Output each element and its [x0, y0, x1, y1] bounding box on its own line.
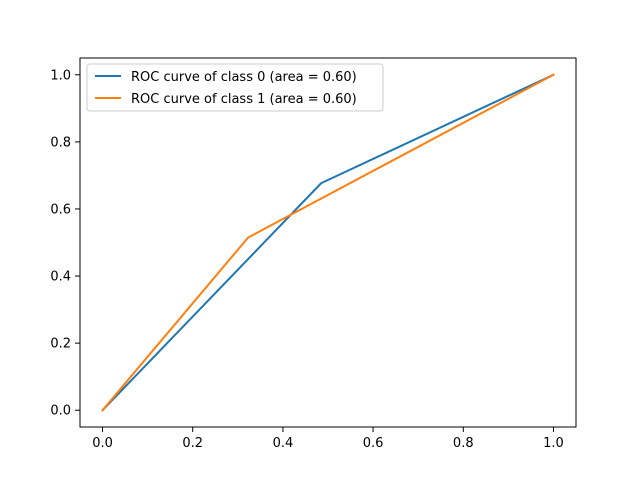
x-tick-label: 0.4 [273, 436, 294, 451]
x-tick-label: 0.6 [363, 436, 384, 451]
plot-frame [79, 57, 577, 428]
legend-box [86, 63, 384, 112]
axes-layer: 0.0 0.2 0.4 0.6 0.8 1.0 0.0 0.2 0.4 0.6 0.8 1.0 [50, 68, 563, 451]
x-tick-label: 0.2 [182, 436, 203, 451]
series-layer [101, 73, 555, 412]
y-tick-label: 0.8 [50, 135, 71, 150]
legend-label-class-1: ROC curve of class 1 (area = 0.60) [131, 92, 357, 107]
y-tick-label: 1.0 [50, 68, 71, 83]
roc-line-class-0 [101, 73, 555, 412]
x-tick-label: 0.0 [92, 436, 113, 451]
y-tick-label: 0.6 [50, 202, 71, 217]
x-tick-label: 1.0 [543, 436, 564, 451]
plot-area [80, 58, 576, 427]
legend: ROC curve of class 0 (area = 0.60) ROC c… [86, 63, 384, 112]
y-tick-label: 0.4 [50, 270, 71, 285]
roc-line-class-1 [101, 73, 555, 412]
y-tick-label: 0.2 [50, 337, 71, 352]
x-tick-label: 0.8 [453, 436, 474, 451]
y-tick-label: 0.0 [50, 404, 71, 419]
legend-label-class-0: ROC curve of class 0 (area = 0.60) [131, 70, 357, 85]
